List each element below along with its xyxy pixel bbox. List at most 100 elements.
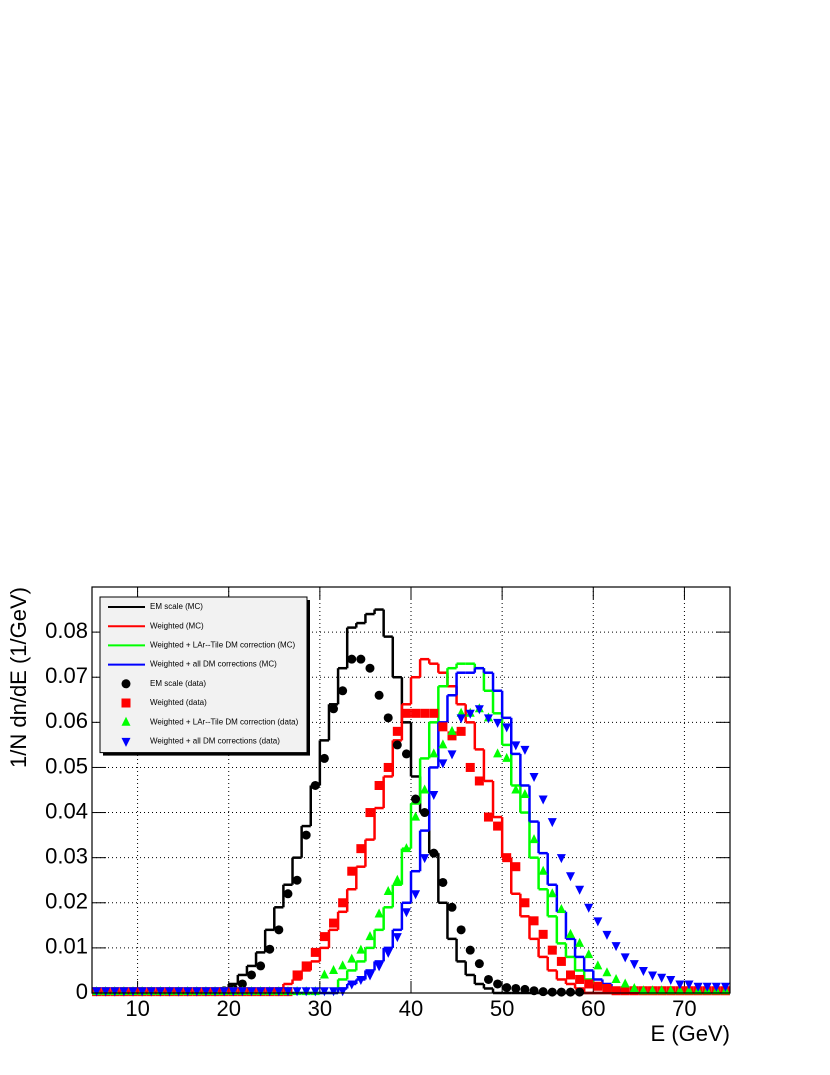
legend-label: Weighted + all DM corrections (MC): [150, 660, 277, 669]
data-point: [329, 918, 339, 928]
data-point: [611, 986, 621, 996]
data-point: [720, 982, 730, 992]
x-tick-label: 50: [490, 996, 514, 1021]
y-axis-label: 1/N dn/dE (1/GeV): [6, 587, 31, 768]
data-point: [392, 874, 402, 884]
data-point: [247, 987, 256, 997]
data-point: [447, 731, 457, 741]
data-point: [666, 985, 676, 995]
data-point: [547, 945, 557, 955]
data-point: [611, 973, 621, 983]
data-point: [447, 750, 457, 760]
data-point: [538, 929, 548, 939]
data-point: [338, 898, 348, 908]
data-point: [629, 960, 639, 970]
y-tick-label: 0.03: [45, 843, 88, 868]
data-point: [648, 971, 658, 981]
data-point: [283, 889, 293, 899]
data-point: [438, 759, 448, 769]
data-point: [347, 980, 357, 990]
data-point: [338, 686, 348, 696]
data-point: [219, 987, 229, 997]
data-point: [374, 908, 384, 918]
data-point: [611, 942, 621, 952]
data-point: [347, 654, 357, 664]
data-point: [566, 987, 575, 997]
data-point: [319, 753, 329, 763]
data-point: [374, 690, 384, 700]
data-point: [538, 987, 548, 997]
data-point: [584, 903, 594, 913]
legend-swatch: [121, 679, 131, 689]
data-point: [620, 986, 630, 996]
data-point: [401, 908, 411, 918]
data-point: [684, 985, 694, 995]
data-point: [483, 714, 493, 724]
data-point: [511, 862, 521, 872]
data-point: [237, 987, 247, 997]
legend-label: EM scale (data): [150, 679, 206, 688]
legend-label: Weighted + all DM corrections (data): [150, 737, 280, 746]
data-point: [474, 959, 484, 969]
data-point: [164, 987, 174, 997]
data-point: [657, 973, 667, 983]
data-point: [529, 986, 539, 996]
data-point: [292, 970, 302, 980]
data-point: [319, 932, 329, 942]
x-tick-label: 60: [581, 996, 605, 1021]
data-point: [593, 917, 603, 927]
data-point: [301, 830, 311, 840]
data-point: [693, 982, 703, 992]
data-point: [310, 987, 320, 997]
data-point: [566, 872, 575, 882]
data-point: [329, 987, 339, 997]
x-tick-label: 30: [308, 996, 332, 1021]
data-point: [146, 987, 156, 997]
data-point: [602, 930, 612, 940]
data-point: [110, 987, 120, 997]
data-point: [465, 709, 475, 719]
data-point: [92, 987, 102, 997]
plot-frame: [91, 586, 731, 994]
data-point: [356, 844, 366, 854]
y-tick-label: 0.05: [45, 753, 88, 778]
data-point: [547, 888, 557, 898]
data-point: [274, 987, 284, 997]
data-point: [319, 987, 329, 997]
data-point: [237, 979, 247, 989]
data-point: [465, 762, 475, 772]
data-point: [529, 772, 539, 782]
data-point: [365, 931, 375, 941]
data-point: [493, 979, 503, 989]
data-point: [629, 982, 639, 992]
data-point: [566, 970, 575, 980]
data-point: [520, 789, 530, 799]
y-tick-label: 0.08: [45, 618, 88, 643]
data-point: [447, 725, 457, 735]
data-point: [502, 752, 512, 762]
data-point: [438, 877, 448, 887]
data-point: [383, 713, 393, 723]
data-point: [356, 654, 366, 664]
data-point: [256, 961, 266, 971]
data-point: [438, 739, 448, 749]
data-point: [684, 980, 694, 990]
legend-swatch: [121, 716, 131, 726]
data-point: [174, 987, 184, 997]
legend-label: Weighted + LAr--Tile DM correction (MC): [150, 641, 295, 650]
data-point: [711, 982, 721, 992]
data-point: [228, 987, 238, 997]
data-point: [666, 975, 676, 985]
data-point: [502, 853, 512, 863]
data-point: [593, 981, 603, 991]
legend-swatch: [121, 737, 131, 747]
y-tick-label: 0.07: [45, 663, 88, 688]
data-point: [474, 776, 484, 786]
data-point: [411, 811, 421, 821]
x-tick-label: 40: [399, 996, 423, 1021]
data-point: [319, 969, 329, 979]
data-point: [566, 928, 575, 938]
data-point: [374, 780, 384, 790]
data-point: [411, 708, 421, 718]
